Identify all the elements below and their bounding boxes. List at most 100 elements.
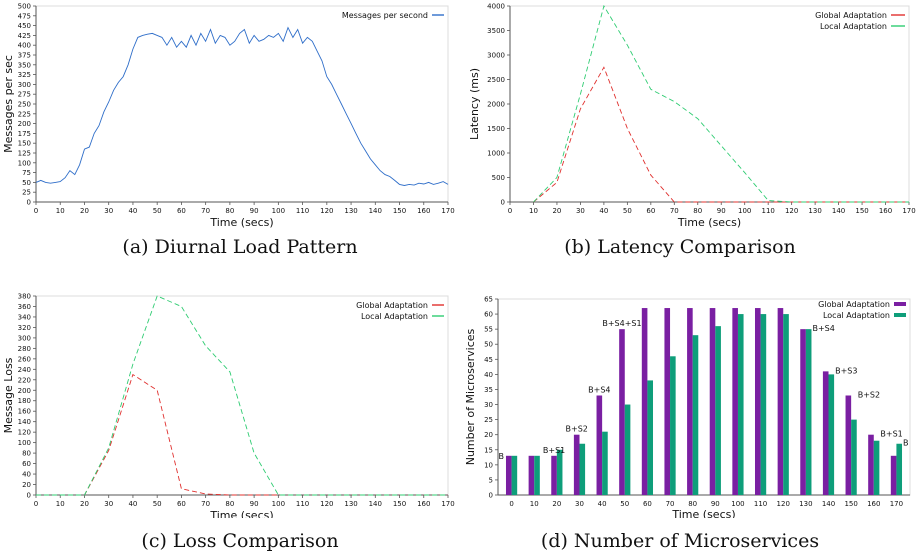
bar-global <box>822 371 829 495</box>
bar-local <box>851 419 857 495</box>
y-tick-label: 50 <box>484 341 493 349</box>
x-axis-label: Time (secs) <box>671 508 735 518</box>
x-tick-label: 140 <box>822 500 835 508</box>
bar-global <box>687 308 693 495</box>
x-tick-label: 120 <box>785 207 798 215</box>
y-tick-label: 225 <box>18 110 31 118</box>
x-tick-label: 0 <box>34 207 38 215</box>
caption-latency-comparison: (b) Latency Comparison <box>564 236 796 258</box>
x-tick-label: 10 <box>530 500 539 508</box>
y-tick-label: 5 <box>489 476 493 484</box>
y-tick-label: 0 <box>501 199 505 207</box>
bar-global <box>573 434 580 495</box>
x-tick-label: 50 <box>153 500 162 508</box>
x-tick-label: 100 <box>272 500 285 508</box>
y-tick-label: 325 <box>18 71 31 79</box>
caption-number-of-microservices: (d) Number of Microservices <box>540 530 820 552</box>
x-tick-label: 60 <box>177 207 186 215</box>
x-tick-label: 80 <box>225 500 234 508</box>
y-tick-label: 65 <box>484 296 493 304</box>
legend-entry: Global Adaptation <box>356 301 428 310</box>
y-tick-label: 35 <box>484 386 493 394</box>
y-tick-label: 150 <box>18 140 31 148</box>
plot-frame <box>509 5 910 203</box>
x-tick-label: 160 <box>867 500 880 508</box>
bar-annotation: B+S4+S1 <box>602 319 641 328</box>
bar-local <box>805 329 812 495</box>
bar-local <box>511 455 518 495</box>
bar-local <box>579 443 586 495</box>
y-tick-label: 260 <box>18 355 31 363</box>
legend-entry: Local Adaptation <box>361 312 428 321</box>
x-tick-label: 120 <box>320 500 333 508</box>
bar-global <box>596 395 603 495</box>
bar-annotation: B+S2 <box>858 390 880 399</box>
x-tick-label: 0 <box>508 207 512 215</box>
chart-number-of-microservices: 0 5 10 15 20 25 30 35 40 45 50 55 60 65 0 10 20 30 40 50 60 7… <box>464 296 911 518</box>
x-tick-label: 80 <box>225 207 234 215</box>
x-tick-label: 170 <box>441 500 454 508</box>
x-tick-label: 30 <box>576 207 585 215</box>
x-tick-label: 140 <box>832 207 845 215</box>
y-tick-label: 300 <box>18 334 31 342</box>
y-tick-label: 20 <box>484 431 493 439</box>
y-tick-label: 140 <box>18 418 31 426</box>
x-tick-label: 10 <box>56 207 65 215</box>
y-tick-label: 340 <box>18 313 31 321</box>
bar-global <box>732 308 738 495</box>
y-tick-label: 425 <box>18 32 31 40</box>
caption-loss-comparison: (c) Loss Comparison <box>141 530 339 552</box>
bar-global <box>890 455 897 495</box>
y-axis-label: Latency (ms) <box>468 68 481 140</box>
bar-global <box>641 308 648 495</box>
y-tick-label: 275 <box>18 91 31 99</box>
x-axis-label: Time (secs) <box>209 216 273 229</box>
y-tick-label: 0 <box>489 492 493 500</box>
legend-entry: Global Adaptation <box>818 300 890 309</box>
x-tick-label: 20 <box>80 207 89 215</box>
x-tick-label: 110 <box>296 500 309 508</box>
bar-local <box>692 335 699 495</box>
bar-global <box>619 329 625 495</box>
x-tick-label: 160 <box>879 207 892 215</box>
x-tick-label: 20 <box>552 500 561 508</box>
y-tick-label: 25 <box>484 416 493 424</box>
x-tick-label: 120 <box>777 500 790 508</box>
x-tick-label: 20 <box>552 207 561 215</box>
y-tick-label: 1000 <box>487 150 505 158</box>
y-tick-label: 40 <box>484 371 493 379</box>
y-tick-label: 475 <box>18 12 31 20</box>
bar-global <box>528 455 535 495</box>
x-tick-label: 40 <box>128 207 137 215</box>
x-tick-label: 150 <box>393 500 406 508</box>
y-tick-label: 375 <box>18 52 31 60</box>
x-tick-label: 50 <box>620 500 629 508</box>
bar-local <box>534 455 540 495</box>
y-tick-label: 25 <box>22 189 31 197</box>
x-tick-label: 130 <box>344 500 357 508</box>
legend-swatch <box>894 313 906 317</box>
chart-latency-comparison: 0 500 1000 1500 2000 2500 3000 3500 4000 0 10 20 30 4… <box>468 3 916 230</box>
y-tick-label: 250 <box>18 101 31 109</box>
bar-annotation: B+S2 <box>566 425 588 434</box>
bar-local <box>760 314 767 495</box>
y-tick-label: 3000 <box>487 52 505 60</box>
x-tick-label: 30 <box>575 500 584 508</box>
x-tick-label: 130 <box>344 207 357 215</box>
x-tick-label: 140 <box>369 207 382 215</box>
legend-entry: Messages per second <box>342 11 428 20</box>
bar-global <box>505 455 512 495</box>
y-tick-label: 0 <box>27 199 31 207</box>
x-tick-label: 110 <box>754 500 767 508</box>
x-tick-label: 130 <box>808 207 821 215</box>
bar-local <box>737 314 744 495</box>
y-tick-label: 0 <box>27 492 31 500</box>
x-tick-label: 110 <box>296 207 309 215</box>
series-line-2 <box>533 4 909 203</box>
y-tick-label: 100 <box>18 439 31 447</box>
x-tick-label: 60 <box>177 500 186 508</box>
x-tick-label: 160 <box>417 500 430 508</box>
x-tick-label: 50 <box>623 207 632 215</box>
y-tick-label: 200 <box>18 120 31 128</box>
y-tick-label: 380 <box>18 293 31 301</box>
